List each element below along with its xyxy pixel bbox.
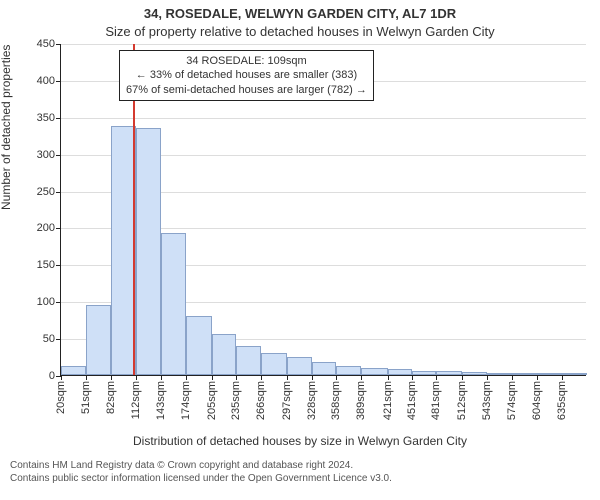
x-tick-mark (336, 375, 337, 380)
histogram-bar (462, 372, 487, 375)
x-tick-label: 451sqm (406, 381, 418, 420)
histogram-bar (487, 373, 512, 375)
x-tick-label: 421sqm (382, 381, 394, 420)
footer-line-2: Contains public sector information licen… (10, 473, 392, 486)
x-tick-mark (61, 375, 62, 380)
marker-callout: 34 ROSEDALE: 109sqm ← 33% of detached ho… (119, 50, 374, 101)
x-tick-mark (537, 375, 538, 380)
histogram-bar (512, 373, 536, 375)
x-tick-mark (261, 375, 262, 380)
plot-area: 05010015020025030035040045020sqm51sqm82s… (60, 44, 586, 376)
y-axis-label: Number of detached properties (0, 45, 13, 210)
y-tick-label: 450 (37, 38, 55, 50)
x-tick-mark (562, 375, 563, 380)
x-tick-mark (436, 375, 437, 380)
y-tick-label: 400 (37, 75, 55, 87)
x-tick-mark (86, 375, 87, 380)
histogram-bar (287, 357, 312, 375)
y-tick-label: 50 (43, 333, 55, 345)
x-tick-label: 174sqm (180, 381, 192, 420)
x-tick-label: 635sqm (556, 381, 568, 420)
x-tick-label: 574sqm (506, 381, 518, 420)
x-tick-label: 604sqm (531, 381, 543, 420)
y-tick-mark (56, 118, 61, 119)
x-tick-label: 297sqm (281, 381, 293, 420)
x-tick-label: 205sqm (206, 381, 218, 420)
histogram-bar (136, 128, 161, 375)
histogram-bar (161, 233, 186, 375)
x-tick-mark (161, 375, 162, 380)
x-tick-mark (212, 375, 213, 380)
x-axis-label: Distribution of detached houses by size … (0, 434, 600, 448)
histogram-bar (562, 373, 587, 375)
y-tick-mark (56, 265, 61, 266)
histogram-bar (436, 371, 461, 375)
x-tick-mark (512, 375, 513, 380)
x-tick-mark (287, 375, 288, 380)
histogram-bar (388, 369, 412, 375)
y-gridline (61, 44, 586, 45)
x-tick-mark (361, 375, 362, 380)
histogram-bar (236, 346, 261, 376)
x-tick-mark (487, 375, 488, 380)
histogram-bar (537, 373, 562, 375)
callout-line-property: 34 ROSEDALE: 109sqm (126, 54, 367, 68)
y-tick-mark (56, 192, 61, 193)
histogram-bar (186, 316, 211, 375)
callout-line-smaller: ← 33% of detached houses are smaller (38… (126, 68, 367, 82)
x-tick-label: 266sqm (255, 381, 267, 420)
histogram-bar (111, 126, 135, 375)
histogram-bar (212, 334, 236, 375)
histogram-bar (336, 366, 361, 375)
x-tick-mark (412, 375, 413, 380)
y-tick-label: 100 (37, 296, 55, 308)
x-tick-mark (388, 375, 389, 380)
attribution-footer: Contains HM Land Registry data © Crown c… (10, 460, 392, 485)
y-tick-mark (56, 339, 61, 340)
x-tick-label: 112sqm (130, 381, 142, 419)
histogram-bar (361, 368, 387, 375)
x-tick-label: 20sqm (55, 381, 67, 414)
x-tick-mark (312, 375, 313, 380)
y-tick-label: 150 (37, 259, 55, 271)
x-tick-label: 389sqm (355, 381, 367, 420)
x-tick-label: 143sqm (155, 381, 167, 420)
y-tick-mark (56, 44, 61, 45)
x-tick-label: 82sqm (105, 381, 117, 414)
callout-line-larger: 67% of semi-detached houses are larger (… (126, 83, 367, 97)
footer-line-1: Contains HM Land Registry data © Crown c… (10, 460, 392, 473)
histogram-bar (261, 353, 286, 375)
x-tick-mark (111, 375, 112, 380)
chart-title-address: 34, ROSEDALE, WELWYN GARDEN CITY, AL7 1D… (0, 6, 600, 21)
y-tick-mark (56, 228, 61, 229)
x-tick-label: 481sqm (430, 381, 442, 420)
x-tick-label: 358sqm (330, 381, 342, 420)
x-tick-label: 235sqm (230, 381, 242, 420)
histogram-bar (86, 305, 111, 375)
y-tick-label: 200 (37, 222, 55, 234)
histogram-bar (61, 366, 86, 375)
histogram-bar (412, 371, 436, 375)
x-tick-label: 51sqm (80, 381, 92, 414)
y-gridline (61, 118, 586, 119)
y-tick-mark (56, 155, 61, 156)
y-tick-mark (56, 302, 61, 303)
x-tick-mark (186, 375, 187, 380)
x-tick-label: 328sqm (306, 381, 318, 420)
y-tick-label: 250 (37, 186, 55, 198)
y-tick-mark (56, 81, 61, 82)
x-tick-mark (136, 375, 137, 380)
x-tick-label: 543sqm (481, 381, 493, 420)
x-tick-label: 512sqm (456, 381, 468, 420)
y-tick-label: 350 (37, 112, 55, 124)
x-tick-mark (236, 375, 237, 380)
histogram-bar (312, 362, 336, 375)
x-tick-mark (462, 375, 463, 380)
y-tick-label: 300 (37, 149, 55, 161)
chart-subtitle: Size of property relative to detached ho… (0, 24, 600, 39)
chart-container: { "title_line1": "34, ROSEDALE, WELWYN G… (0, 0, 600, 500)
